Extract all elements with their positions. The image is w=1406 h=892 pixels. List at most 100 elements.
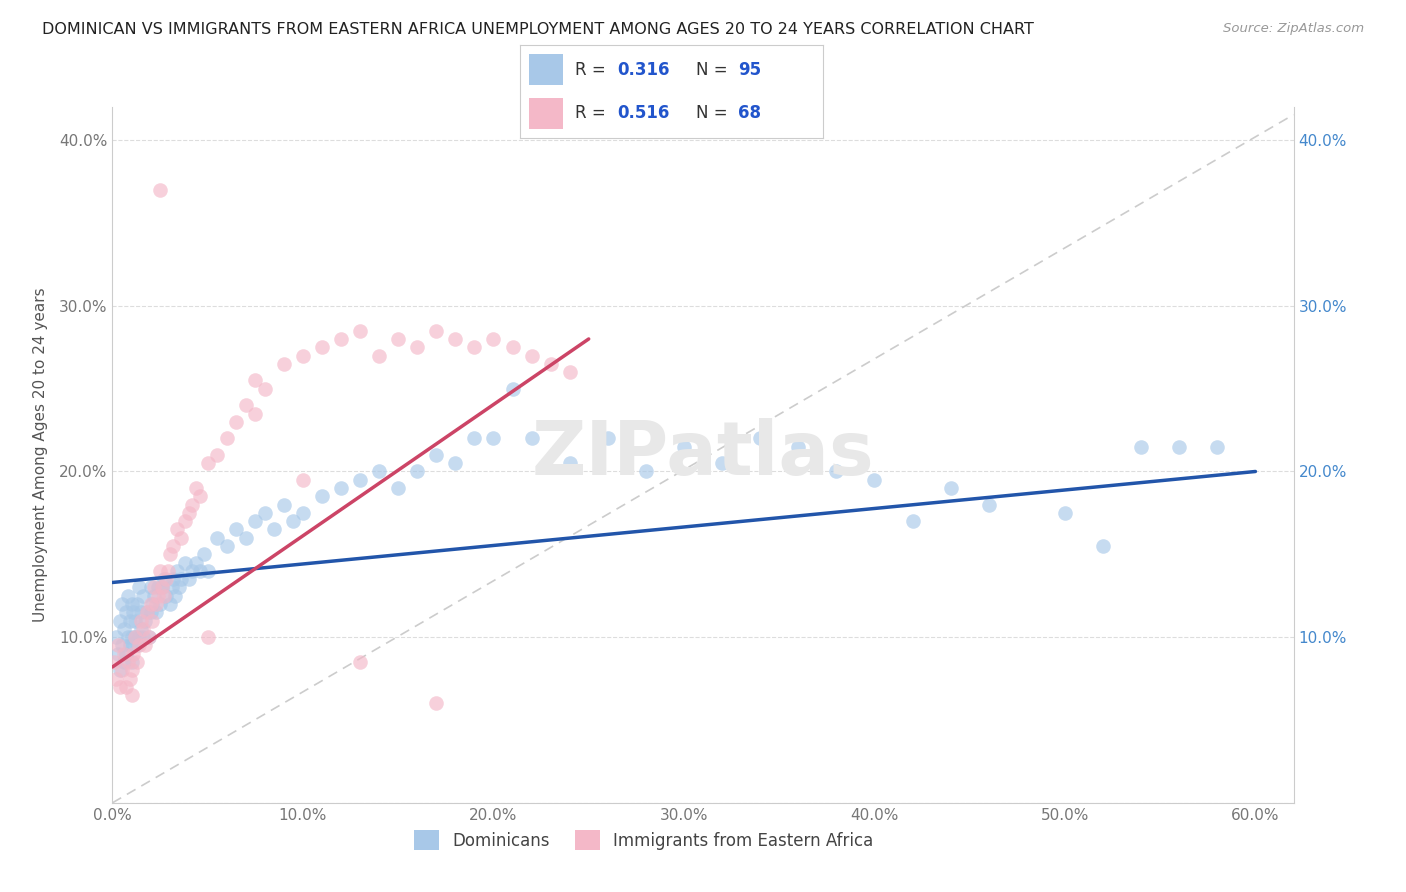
Point: [114, 647, 136, 661]
Point: [111, 597, 134, 611]
Point: [596, 431, 619, 445]
Point: [173, 514, 195, 528]
Point: [138, 630, 160, 644]
Point: [111, 639, 134, 653]
Point: [121, 655, 143, 669]
Legend: Dominicans, Immigrants from Eastern Africa: Dominicans, Immigrants from Eastern Afri…: [408, 823, 880, 857]
Point: [149, 183, 172, 197]
Point: [108, 663, 131, 677]
Text: R =: R =: [575, 104, 610, 122]
Point: [939, 481, 962, 495]
Point: [425, 324, 447, 338]
Point: [124, 630, 146, 644]
Point: [132, 589, 155, 603]
Text: 0.516: 0.516: [617, 104, 669, 122]
Point: [166, 523, 188, 537]
Point: [901, 514, 924, 528]
Point: [273, 357, 295, 371]
Point: [118, 614, 141, 628]
Point: [122, 639, 145, 653]
Point: [148, 589, 170, 603]
Point: [148, 581, 170, 595]
Point: [122, 605, 145, 619]
Point: [138, 630, 160, 644]
Point: [105, 672, 128, 686]
Point: [114, 605, 136, 619]
Point: [197, 564, 219, 578]
Point: [145, 597, 167, 611]
Point: [444, 332, 467, 346]
Point: [215, 431, 238, 445]
Text: 68: 68: [738, 104, 761, 122]
Point: [128, 630, 150, 644]
Point: [711, 456, 734, 470]
Point: [207, 531, 229, 545]
Point: [173, 556, 195, 570]
Point: [235, 531, 257, 545]
Point: [122, 647, 145, 661]
Point: [105, 630, 128, 644]
Point: [159, 597, 181, 611]
Point: [425, 697, 447, 711]
Point: [112, 622, 135, 636]
Point: [406, 340, 429, 354]
Point: [502, 340, 524, 354]
Point: [245, 373, 267, 387]
Point: [139, 597, 162, 611]
Point: [134, 614, 156, 628]
Point: [159, 547, 181, 561]
Point: [825, 465, 848, 479]
Point: [112, 655, 135, 669]
Point: [103, 655, 125, 669]
Point: [245, 407, 267, 421]
Point: [672, 440, 695, 454]
Point: [162, 572, 184, 586]
Point: [128, 581, 150, 595]
Point: [387, 332, 409, 346]
Point: [207, 448, 229, 462]
Point: [124, 630, 146, 644]
Point: [1092, 539, 1115, 553]
Point: [349, 473, 371, 487]
Point: [349, 324, 371, 338]
Point: [235, 398, 257, 412]
Point: [406, 465, 429, 479]
Point: [118, 672, 141, 686]
Point: [139, 605, 162, 619]
Point: [463, 431, 485, 445]
Point: [181, 498, 204, 512]
Point: [124, 614, 146, 628]
Point: [273, 498, 295, 512]
Point: [387, 481, 409, 495]
Point: [129, 605, 152, 619]
Text: R =: R =: [575, 61, 610, 78]
Point: [225, 415, 247, 429]
Point: [117, 589, 139, 603]
Point: [127, 597, 149, 611]
Point: [149, 564, 172, 578]
Point: [311, 340, 333, 354]
Point: [634, 465, 657, 479]
Point: [155, 589, 177, 603]
Point: [170, 531, 193, 545]
Text: 95: 95: [738, 61, 761, 78]
Point: [170, 572, 193, 586]
Point: [134, 639, 156, 653]
Point: [162, 539, 184, 553]
Point: [520, 431, 543, 445]
Point: [128, 639, 150, 653]
Point: [177, 572, 200, 586]
Point: [197, 630, 219, 644]
Point: [127, 639, 149, 653]
Point: [186, 556, 208, 570]
Point: [177, 506, 200, 520]
Point: [143, 589, 166, 603]
Point: [166, 564, 188, 578]
Point: [149, 597, 172, 611]
Point: [520, 349, 543, 363]
Point: [143, 581, 166, 595]
Point: [188, 564, 211, 578]
Point: [127, 655, 149, 669]
Point: [165, 589, 187, 603]
Point: [121, 630, 143, 644]
